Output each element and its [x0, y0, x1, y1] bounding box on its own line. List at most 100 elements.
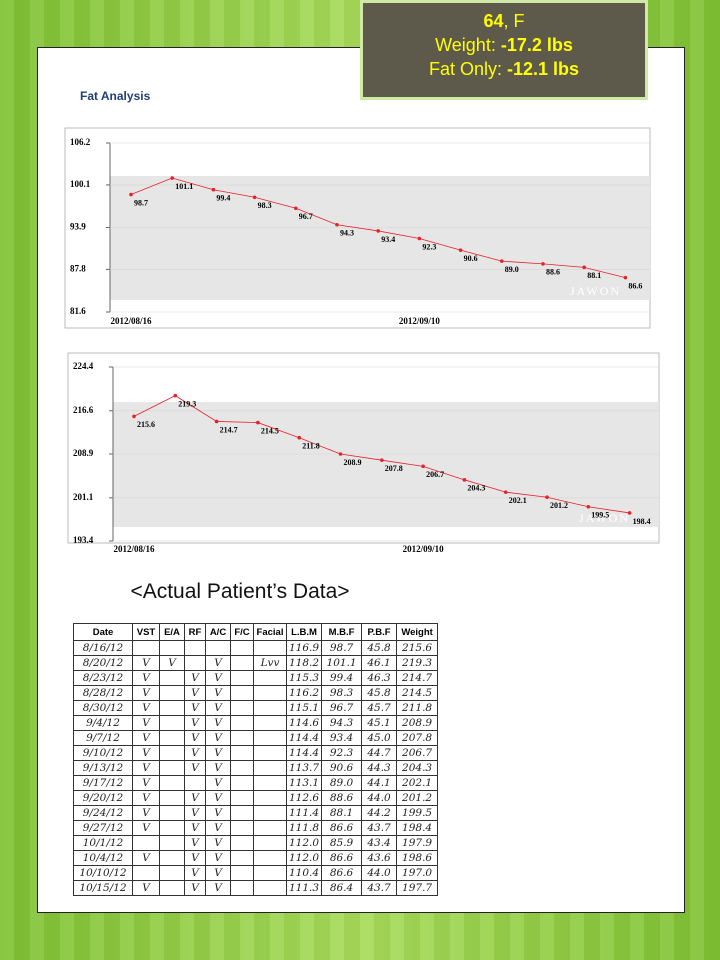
table-cell [159, 805, 185, 821]
data-point [582, 265, 586, 270]
table-cell: V [159, 655, 185, 671]
data-point [627, 511, 632, 515]
table-cell: V [132, 820, 160, 836]
data-label: 202.1 [509, 496, 527, 505]
table-cell: 197.9 [396, 835, 439, 851]
y-tick-label: 100.1 [70, 179, 91, 189]
table-cell [159, 685, 185, 701]
table-cell [159, 850, 185, 866]
table-cell: 198.6 [396, 850, 439, 866]
data-point [417, 236, 422, 241]
table-cell [132, 640, 160, 656]
table-cell: 111.4 [285, 805, 323, 821]
data-label: 93.4 [381, 235, 395, 244]
table-cell: V [205, 715, 231, 731]
table-cell: V [184, 700, 206, 716]
table-cell: 94.3 [321, 715, 363, 731]
table-cell: 211.8 [396, 700, 439, 716]
watermark: JAWON [579, 511, 630, 525]
table-cell [230, 730, 254, 746]
table-cell: V [205, 835, 231, 851]
table-cell: V [132, 775, 160, 791]
table-cell [230, 820, 254, 836]
column-header: F/C [230, 623, 254, 641]
table-row: 9/13/12 V V V 113.7 90.6 44.3 204.3 [73, 760, 439, 776]
table-cell [230, 700, 254, 716]
table-cell [184, 775, 206, 791]
table-cell [159, 670, 185, 686]
table-cell: 44.0 [361, 790, 398, 806]
table-cell: 9/17/12 [73, 775, 133, 791]
table-row: 9/7/12 V V V 114.4 93.4 45.0 207.8 [73, 730, 439, 746]
data-point [256, 420, 260, 425]
table-cell: V [132, 880, 160, 896]
data-point [500, 259, 504, 263]
table-row: 10/15/12 V V V 111.3 86.4 43.7 197.7 [73, 880, 439, 896]
table-cell: 113.7 [285, 760, 323, 776]
data-point [462, 478, 467, 482]
data-label: 201.2 [550, 501, 568, 510]
column-header: VST [132, 623, 160, 641]
table-cell: 199.5 [396, 805, 439, 821]
table-cell [132, 835, 160, 851]
table-cell: 8/28/12 [73, 685, 133, 701]
table-cell: V [184, 715, 206, 731]
table-cell: 99.4 [321, 670, 363, 686]
data-label: 88.6 [546, 268, 560, 277]
y-tick-label: 81.6 [70, 306, 86, 316]
table-cell: 111.8 [285, 820, 323, 836]
table-cell [253, 640, 287, 656]
table-cell [230, 805, 254, 821]
table-cell: V [205, 880, 231, 896]
fat-label: Fat Only: [428, 59, 507, 79]
table-row: 8/16/12 116.9 98.7 45.8 215.6 [73, 640, 439, 656]
data-point [132, 414, 136, 419]
weight-label: Weight: [435, 35, 501, 55]
table-cell: V [184, 730, 206, 746]
table-cell: 8/16/12 [73, 640, 133, 656]
fat-value: -12.1 lbs [506, 59, 580, 79]
table-cell: V [184, 820, 206, 836]
table-cell: 8/20/12 [73, 655, 133, 671]
table-cell: 208.9 [396, 715, 439, 731]
data-point [129, 192, 133, 197]
table-cell: 46.1 [361, 655, 398, 671]
table-cell: V [205, 805, 231, 821]
sex: , F [503, 11, 525, 31]
table-row: 9/4/12 V V V 114.6 94.3 45.1 208.9 [73, 715, 439, 731]
table-cell: 114.6 [285, 715, 323, 731]
summary-box: 64, F Weight: -17.2 lbs Fat Only: -12.1 … [360, 0, 648, 100]
table-cell: V [205, 820, 231, 836]
table-cell: V [205, 730, 231, 746]
table-cell: 112.6 [285, 790, 323, 806]
table-cell: 202.1 [396, 775, 439, 791]
table-cell: 116.9 [285, 640, 323, 656]
table-cell [159, 760, 185, 776]
data-label: 219.3 [178, 399, 196, 408]
data-label: 94.3 [340, 229, 354, 238]
table-cell: 214.5 [396, 685, 439, 701]
data-label: 88.1 [587, 271, 601, 280]
table-cell [253, 775, 287, 791]
table-row: 10/10/12 V V 110.4 86.6 44.0 197.0 [73, 865, 439, 881]
table-cell: 88.6 [321, 790, 363, 806]
data-label: 208.9 [344, 458, 362, 467]
x-tick-label: 2012/08/16 [113, 544, 155, 554]
data-point [297, 435, 302, 440]
data-point [586, 504, 591, 509]
table-cell [230, 775, 254, 791]
data-point [376, 229, 381, 233]
chart-title: Fat Analysis [80, 89, 151, 103]
table-cell: 112.0 [285, 835, 323, 851]
table-cell: V [205, 760, 231, 776]
table-cell: 197.0 [396, 865, 439, 881]
table-cell: 43.4 [361, 835, 398, 851]
plot-band [110, 176, 650, 300]
data-label: 101.1 [175, 182, 193, 191]
data-point [421, 464, 425, 469]
table-cell: 115.1 [285, 700, 323, 716]
data-point [173, 393, 178, 398]
table-cell: 44.0 [361, 865, 398, 881]
column-header: E/A [159, 623, 185, 641]
data-point [335, 222, 339, 227]
